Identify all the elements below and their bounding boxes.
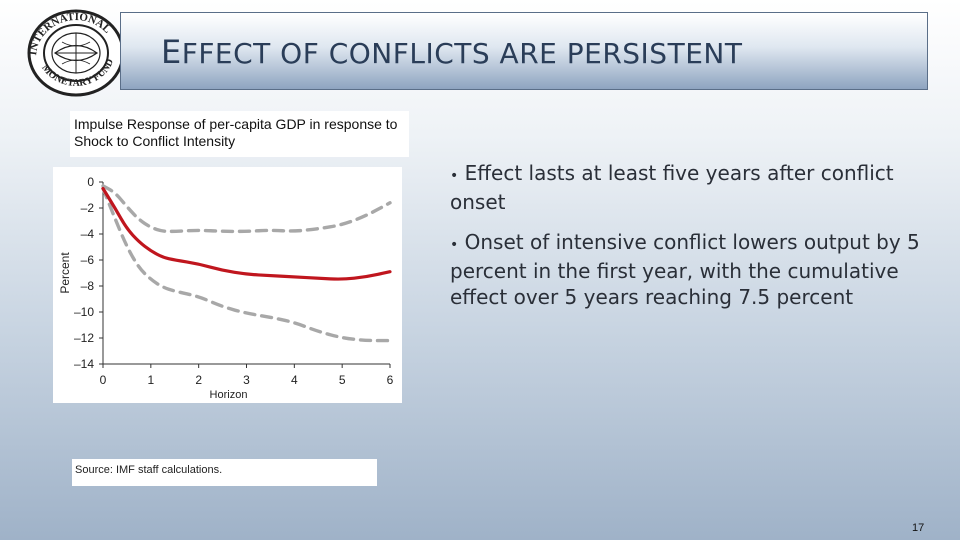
x-tick-label: 0 [100, 373, 107, 387]
x-tick-label: 4 [291, 373, 298, 387]
chart-panel: 0 –2 –4 –6 –8 –10 –12 –14 0 1 2 3 4 5 6 Horizon Percent [53, 167, 402, 403]
y-tick-label: –12 [74, 331, 94, 345]
slide-title-initial: E [161, 33, 182, 71]
bullet-item: • Onset of intensive conflict lowers out… [450, 229, 930, 310]
title-bar: EFFECT OF CONFLICTS ARE PERSISTENT [120, 12, 928, 90]
impulse-response-chart: 0 –2 –4 –6 –8 –10 –12 –14 0 1 2 3 4 5 6 Horizon Percent [58, 175, 394, 401]
y-tick-label: –4 [81, 227, 95, 241]
bullet-item: • Effect lasts at least five years after… [450, 160, 930, 215]
x-tick-label: 6 [387, 373, 394, 387]
slide-title: EFFECT OF CONFLICTS ARE PERSISTENT [161, 33, 742, 71]
y-axis-label: Percent [58, 252, 72, 294]
y-tick-label: –2 [81, 201, 95, 215]
bullet-dot: • [450, 237, 459, 253]
x-tick-label: 1 [147, 373, 154, 387]
series-line-estimate [101, 186, 392, 281]
chart-heading: Impulse Response of per-capita GDP in re… [70, 111, 409, 157]
x-axis-label: Horizon [210, 389, 248, 401]
source-note: Source: IMF staff calculations. [72, 459, 377, 486]
bullet-dot: • [450, 168, 459, 184]
series-line-confidence-band [101, 184, 392, 234]
imf-logo: INTERNATIONAL MONETARY FUND [27, 9, 125, 97]
slide-title-rest: FFECT OF CONFLICTS ARE PERSISTENT [181, 37, 743, 70]
x-tick-label: 3 [243, 373, 250, 387]
bullet-text: Onset of intensive conflict lowers outpu… [450, 230, 920, 309]
y-tick-label: –10 [74, 305, 94, 319]
y-tick-label: –8 [81, 279, 95, 293]
x-tick-label: 2 [195, 373, 202, 387]
series-line-confidence-band [101, 186, 392, 343]
y-tick-label: –14 [74, 357, 94, 371]
x-tick-label: 5 [339, 373, 346, 387]
bullet-text: Effect lasts at least five years after c… [450, 161, 894, 214]
page-number: 17 [912, 522, 925, 534]
y-tick-label: 0 [87, 175, 94, 189]
y-tick-label: –6 [81, 253, 95, 267]
bullet-list: • Effect lasts at least five years after… [450, 160, 930, 324]
